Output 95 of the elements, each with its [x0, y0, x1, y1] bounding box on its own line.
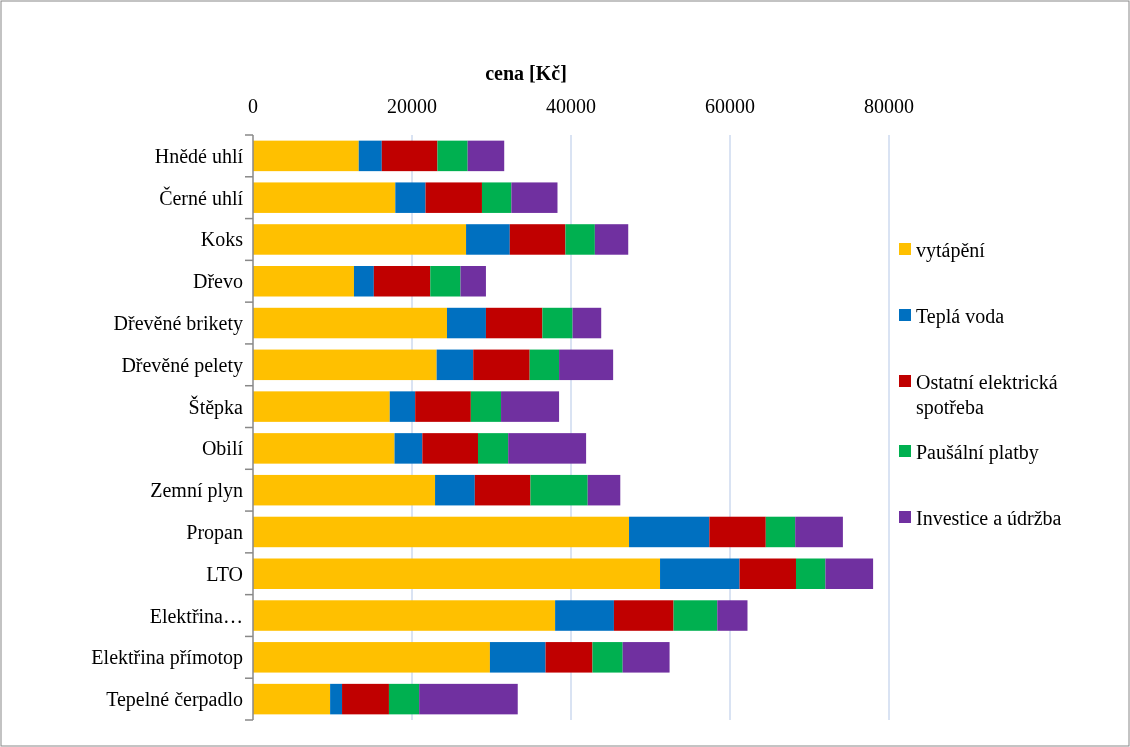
bar — [509, 224, 566, 255]
bar — [388, 683, 420, 715]
y-tick-label: Dřevo — [193, 270, 243, 293]
y-tick-label: Štěpka — [188, 394, 244, 419]
bar — [430, 266, 461, 297]
bar — [253, 558, 661, 589]
x-tick-label: 40000 — [546, 95, 596, 117]
bar — [481, 182, 512, 213]
y-tick-label: LTO — [206, 562, 243, 585]
bar — [592, 642, 623, 673]
bar — [342, 683, 389, 715]
bar — [253, 224, 467, 255]
bar — [501, 391, 560, 422]
bar — [419, 683, 518, 715]
y-tick-label: Dřevěné pelety — [121, 353, 243, 377]
y-tick-label: Obilí — [201, 437, 244, 460]
bar — [542, 307, 573, 339]
bar — [717, 600, 748, 631]
bar — [594, 224, 629, 255]
bar — [381, 140, 438, 172]
y-tick-label: Tepelné čerpadlo — [106, 688, 243, 712]
bar — [587, 474, 621, 506]
bar — [435, 474, 475, 506]
bar — [394, 433, 423, 464]
bar — [446, 307, 486, 339]
legend-label: vytápění — [916, 239, 986, 262]
bar — [709, 516, 766, 548]
y-tick-label: Elektřina… — [149, 604, 243, 627]
x-axis-title: cena [Kč] — [485, 62, 567, 84]
bar — [253, 182, 396, 213]
bar — [358, 140, 382, 172]
bar — [353, 266, 374, 297]
bar — [470, 391, 502, 422]
bar — [253, 600, 556, 631]
bar — [253, 307, 447, 339]
bar — [253, 266, 354, 297]
bar — [330, 683, 343, 715]
y-tick-label: Zemní plyn — [150, 479, 243, 503]
bar — [473, 349, 530, 381]
bar — [572, 307, 602, 339]
bar — [629, 516, 710, 548]
bar — [673, 600, 718, 631]
bar — [565, 224, 595, 255]
bar — [559, 349, 614, 381]
bar — [389, 391, 416, 422]
bar — [765, 516, 796, 548]
legend-label: Investice a údržba — [916, 507, 1062, 529]
bar — [485, 307, 543, 339]
bar — [253, 433, 395, 464]
bar — [529, 349, 560, 381]
y-tick-label: Elektřina přímotop — [91, 646, 243, 670]
bar — [545, 642, 593, 673]
bar — [467, 140, 505, 172]
x-tick-label: 80000 — [864, 95, 914, 117]
bar — [253, 474, 436, 506]
x-tick-label: 0 — [248, 95, 258, 117]
bar — [739, 558, 796, 589]
y-tick-label: Propan — [186, 520, 243, 544]
bar — [436, 349, 474, 381]
bar — [422, 433, 478, 464]
bar — [425, 182, 482, 213]
y-tick-label: Dřevěné brikety — [113, 312, 243, 336]
legend-label: Paušální platby — [916, 441, 1039, 464]
bar — [530, 474, 588, 506]
bar — [825, 558, 874, 589]
bar — [437, 140, 468, 172]
bar — [660, 558, 740, 589]
bar — [511, 182, 558, 213]
bar — [415, 391, 471, 422]
x-tick-label: 20000 — [387, 95, 437, 117]
bar — [489, 642, 546, 673]
bar — [622, 642, 670, 673]
bar — [373, 266, 431, 297]
bar — [795, 558, 826, 589]
x-tick-label: 60000 — [705, 95, 755, 117]
bar — [253, 516, 630, 548]
y-tick-label: Hnědé uhlí — [154, 144, 244, 167]
legend-label: Teplá voda — [916, 305, 1005, 328]
bar — [795, 516, 843, 548]
bar — [253, 391, 390, 422]
bar — [613, 600, 674, 631]
bar — [253, 140, 359, 172]
y-tick-label: Černé uhlí — [159, 185, 244, 209]
bar — [253, 642, 490, 673]
bar — [474, 474, 531, 506]
bar — [508, 433, 587, 464]
bar — [466, 224, 510, 255]
bar — [253, 349, 437, 381]
bar — [460, 266, 486, 297]
y-tick-label: Koks — [200, 228, 244, 251]
bar — [555, 600, 614, 631]
bar — [253, 683, 331, 715]
bar — [395, 182, 426, 213]
legend-label: Ostatní elektrická spotřeba — [916, 371, 1058, 419]
bar — [477, 433, 509, 464]
